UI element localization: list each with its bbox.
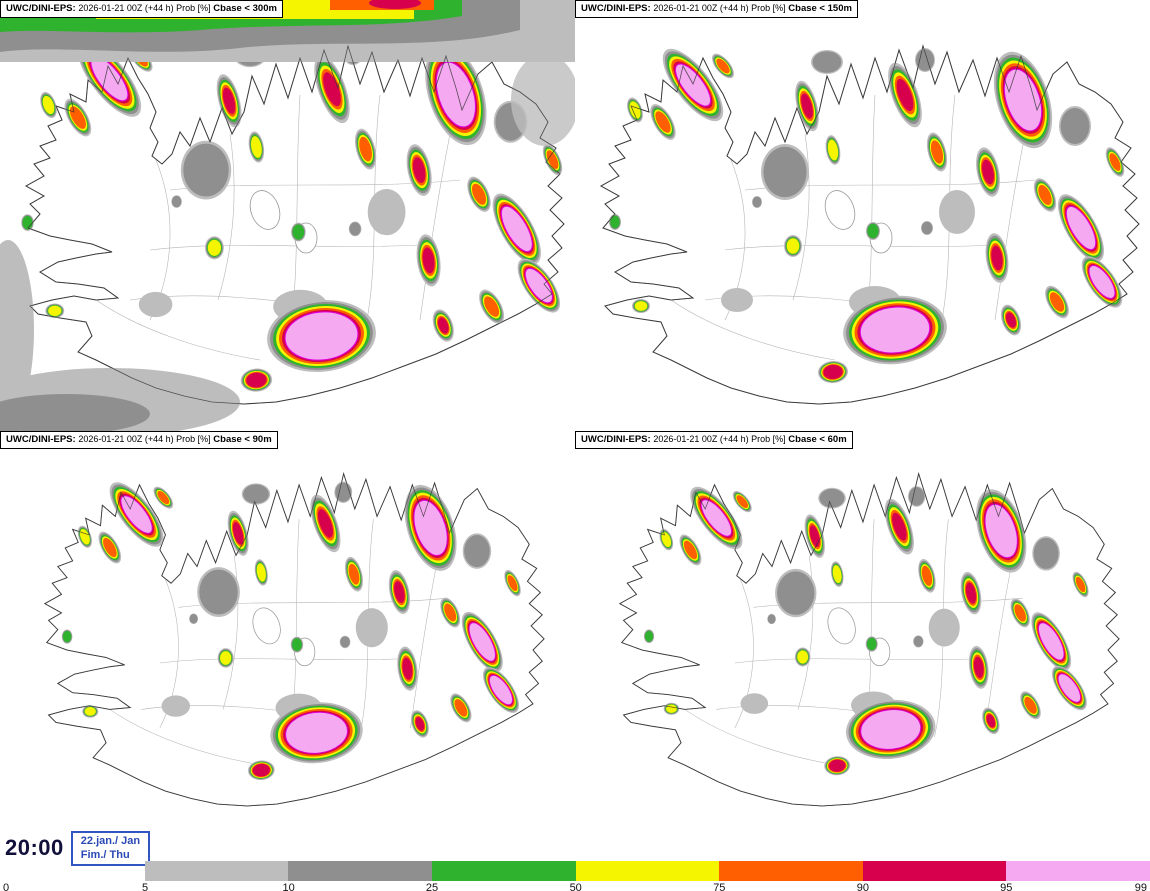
map-canvas-300m <box>0 0 575 431</box>
threshold-label: Cbase < 60m <box>788 434 847 445</box>
tick-label: 0 <box>3 882 10 891</box>
model-name: UWC/DINI-EPS: <box>581 3 651 14</box>
colorbar <box>144 861 1150 881</box>
panel-cbase-90m: UWC/DINI-EPS: 2026-01-21 00Z (+44 h) Pro… <box>0 431 575 831</box>
panel-label: UWC/DINI-EPS: 2026-01-21 00Z (+44 h) Pro… <box>0 0 283 18</box>
date-line-1: 22.jan./ Jan <box>80 835 141 847</box>
run-info: 2026-01-21 00Z (+44 h) Prob [%] <box>653 3 786 13</box>
tick-label: 95 <box>1000 882 1013 891</box>
colorbar-segment <box>288 861 433 881</box>
threshold-label: Cbase < 90m <box>213 434 272 445</box>
colorbar-ticks: 0 5 10 25 50 75 90 95 99 <box>0 882 1150 891</box>
footer: 20:00 22.jan./ Jan Fim./ Thu 0 5 10 25 5… <box>0 831 1150 891</box>
colorbar-segment <box>432 861 576 881</box>
colorbar-segment <box>1006 861 1150 881</box>
panel-cbase-300m: UWC/DINI-EPS: 2026-01-21 00Z (+44 h) Pro… <box>0 0 575 431</box>
panel-cbase-150m: UWC/DINI-EPS: 2026-01-21 00Z (+44 h) Pro… <box>575 0 1150 431</box>
tick-label: 25 <box>425 882 439 891</box>
colorbar-segment <box>719 861 863 881</box>
model-name: UWC/DINI-EPS: <box>581 434 651 445</box>
run-info: 2026-01-21 00Z (+44 h) Prob [%] <box>78 3 211 13</box>
panel-label: UWC/DINI-EPS: 2026-01-21 00Z (+44 h) Pro… <box>575 0 858 18</box>
tick-label: 10 <box>282 882 295 891</box>
colorbar-segment <box>144 861 289 881</box>
panel-cbase-60m: UWC/DINI-EPS: 2026-01-21 00Z (+44 h) Pro… <box>575 431 1150 831</box>
maps-grid: UWC/DINI-EPS: 2026-01-21 00Z (+44 h) Pro… <box>0 0 1150 831</box>
panel-label: UWC/DINI-EPS: 2026-01-21 00Z (+44 h) Pro… <box>0 431 278 449</box>
tick-label: 90 <box>856 882 869 891</box>
valid-time: 20:00 <box>5 835 64 861</box>
tick-label: 75 <box>713 882 726 891</box>
date-box: 22.jan./ Jan Fim./ Thu <box>70 831 151 866</box>
threshold-label: Cbase < 300m <box>213 3 277 14</box>
panel-label: UWC/DINI-EPS: 2026-01-21 00Z (+44 h) Pro… <box>575 431 853 449</box>
model-name: UWC/DINI-EPS: <box>6 3 76 14</box>
run-info: 2026-01-21 00Z (+44 h) Prob [%] <box>78 434 211 444</box>
model-name: UWC/DINI-EPS: <box>6 434 76 445</box>
colorbar-segment <box>575 861 720 881</box>
tick-label: 50 <box>569 882 582 891</box>
colorbar-segment <box>862 861 1007 881</box>
map-canvas-60m <box>575 431 1150 831</box>
tick-label: 99 <box>1134 882 1147 891</box>
map-canvas-90m <box>0 431 575 831</box>
valid-time-block: 20:00 22.jan./ Jan Fim./ Thu <box>5 831 151 866</box>
date-line-2: Fim./ Thu <box>80 849 130 862</box>
run-info: 2026-01-21 00Z (+44 h) Prob [%] <box>653 434 786 444</box>
threshold-label: Cbase < 150m <box>788 3 852 14</box>
map-canvas-150m <box>575 0 1150 431</box>
tick-label: 5 <box>141 882 149 891</box>
